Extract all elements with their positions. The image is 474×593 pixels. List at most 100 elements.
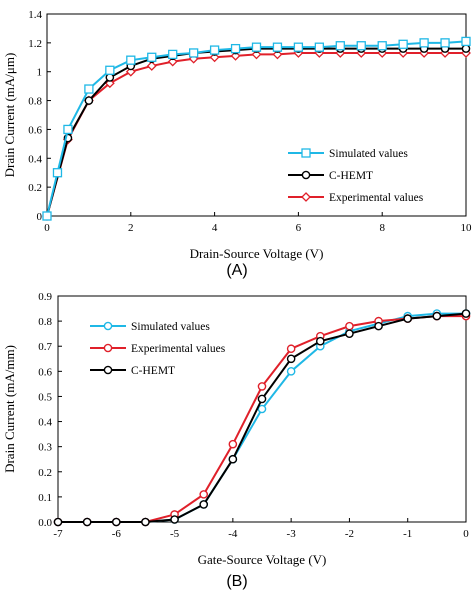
legend-label: Simulated values	[329, 148, 408, 160]
series-line	[58, 312, 467, 523]
data-point	[377, 41, 387, 51]
data-point	[168, 49, 178, 60]
data-point	[42, 211, 52, 221]
data-point	[432, 311, 442, 321]
x-axis-title: Gate-Source Voltage (V)	[198, 552, 327, 567]
y-tick-label: 0.3	[38, 442, 52, 454]
legend-marker	[301, 170, 311, 180]
data-point	[105, 73, 115, 82]
x-tick-label: 8	[379, 222, 385, 234]
y-tick-label: 0.8	[28, 96, 42, 108]
x-tick-label: 0	[44, 222, 50, 234]
data-point	[374, 321, 383, 331]
data-point	[105, 65, 115, 75]
panel-label: (A)	[226, 262, 247, 279]
data-point	[257, 394, 267, 404]
legend-label: C-HEMT	[131, 365, 175, 377]
data-point	[53, 517, 63, 527]
data-point	[403, 314, 413, 323]
y-tick-label: 0.4	[38, 417, 52, 429]
data-point	[111, 517, 121, 527]
data-point	[315, 336, 325, 346]
data-point	[398, 39, 408, 49]
data-point	[286, 367, 296, 376]
legend-marker	[103, 343, 113, 353]
x-tick-label: -1	[403, 528, 412, 540]
y-tick-label: 0.2	[28, 182, 42, 194]
legend-label: Experimental values	[329, 192, 424, 204]
data-point	[209, 45, 220, 55]
y-tick-label: 0.2	[38, 467, 52, 479]
y-tick-label: 0	[37, 211, 43, 223]
chart-panel-b: 0.0 0.1 0.2 0.3 0.4 0.5 0.6 0.7 0.8 0.9 -7 -6 -5 -4 -3…	[2, 291, 471, 590]
data-point	[84, 84, 94, 94]
data-point	[147, 52, 157, 62]
x-tick-label: 4	[212, 222, 218, 234]
y-tick-label: 0.8	[38, 316, 52, 328]
data-point	[230, 43, 241, 54]
data-point	[199, 500, 209, 509]
data-point	[251, 42, 262, 52]
legend-marker	[301, 192, 311, 202]
data-point	[440, 38, 450, 48]
x-tick-label: -4	[228, 528, 238, 540]
x-tick-label: -7	[53, 528, 63, 540]
y-tick-label: 1	[37, 67, 43, 79]
data-point	[345, 329, 354, 338]
x-tick-label: -5	[170, 528, 180, 540]
y-tick-label: 0.4	[28, 153, 42, 165]
data-point	[257, 404, 267, 414]
data-point	[82, 517, 92, 527]
data-point	[84, 96, 94, 105]
x-tick-label: 0	[463, 528, 469, 540]
y-tick-label: 0.9	[38, 291, 52, 303]
data-point	[272, 42, 283, 52]
plot-frame	[46, 13, 467, 217]
y-tick-label: 0.0	[38, 517, 52, 529]
data-point	[141, 517, 150, 527]
y-axis-title: Drain Current (mA/mm)	[2, 345, 17, 473]
data-point	[286, 344, 296, 354]
data-point	[52, 168, 63, 178]
series-line	[58, 312, 466, 523]
series-line	[58, 315, 466, 523]
data-point	[461, 36, 471, 47]
x-tick-label: 6	[296, 222, 302, 234]
x-tick-label: 10	[461, 222, 473, 234]
data-point	[257, 382, 267, 391]
y-tick-label: 0.6	[38, 366, 52, 378]
data-point	[419, 38, 429, 48]
y-tick-label: 1.4	[28, 9, 42, 21]
data-point	[356, 41, 366, 51]
data-point	[314, 42, 325, 52]
plot-frame	[57, 295, 467, 523]
legend-label: Simulated values	[131, 321, 210, 333]
data-point	[170, 515, 179, 524]
data-point	[188, 48, 199, 58]
y-tick-label: 0.5	[38, 391, 52, 403]
data-point	[335, 41, 345, 51]
x-tick-label: 2	[128, 222, 134, 234]
data-point	[461, 44, 471, 53]
data-point	[461, 309, 471, 318]
data-point	[63, 124, 73, 135]
x-tick-label: -2	[345, 528, 354, 540]
data-point	[293, 42, 304, 52]
data-point	[286, 354, 296, 364]
chart-panel-a: 0 0.2 0.4 0.6 0.8 1 1.2 1.4 0 2 4 6 8 10 Drain-Source …	[2, 9, 472, 279]
x-tick-label: -3	[287, 528, 297, 540]
data-point	[228, 439, 238, 449]
panel-label: (B)	[226, 573, 247, 590]
y-tick-label: 0.1	[38, 492, 52, 504]
legend-marker	[103, 365, 113, 375]
data-point	[146, 61, 157, 71]
legend-label: Experimental values	[131, 343, 226, 355]
series-line	[46, 40, 467, 217]
legend-marker	[103, 321, 113, 331]
x-axis-title: Drain-Source Voltage (V)	[190, 246, 324, 261]
y-tick-label: 1.2	[28, 38, 42, 50]
y-tick-label: 0.7	[38, 341, 52, 353]
legend-label: C-HEMT	[329, 170, 373, 182]
data-point	[228, 454, 238, 464]
